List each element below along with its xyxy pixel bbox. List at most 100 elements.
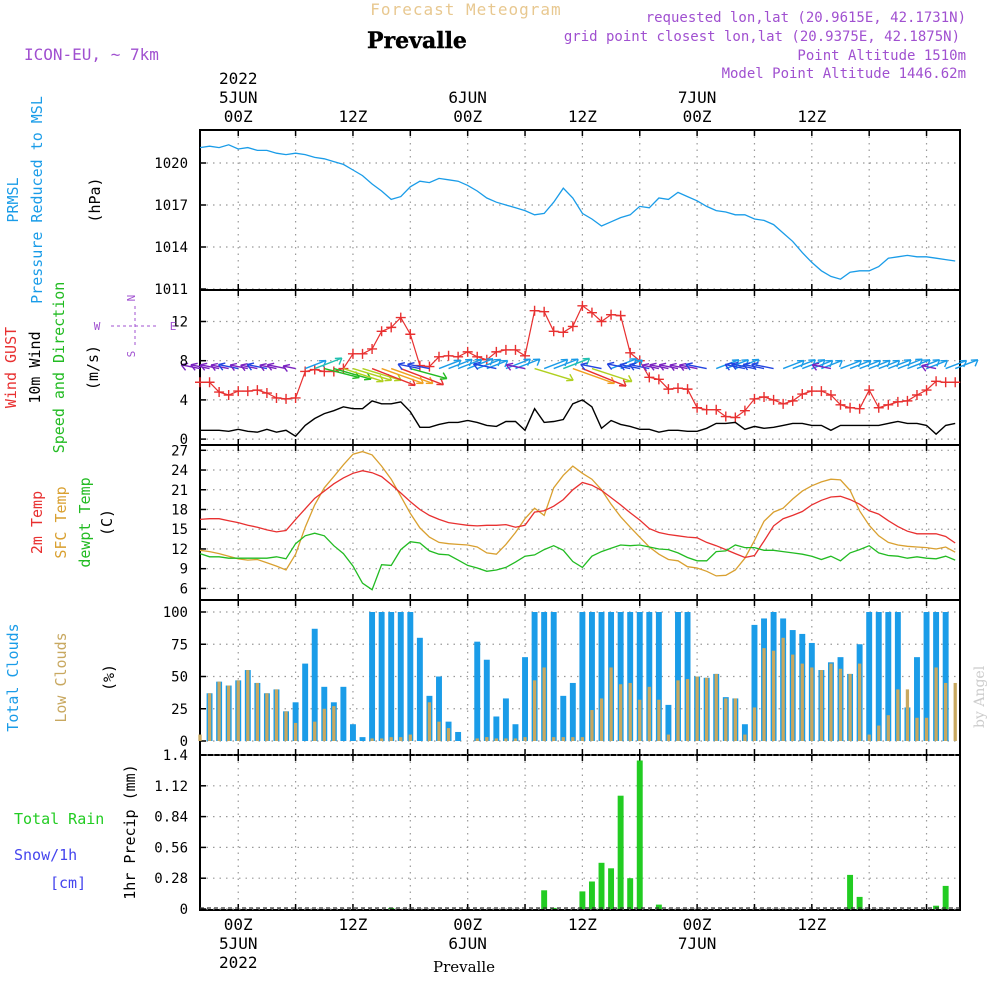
wind-dir-arrowhead	[742, 362, 751, 371]
wind-dir-arrowhead	[751, 361, 759, 371]
total-cloud-bar	[502, 698, 509, 741]
gust-marker	[892, 396, 903, 407]
total-cloud-bar	[569, 682, 576, 741]
y-tick-label: 12	[171, 315, 188, 331]
panel-frame-temp	[199, 444, 961, 601]
wind-dir-arrowhead	[334, 357, 343, 365]
wind-dir-arrowhead	[629, 362, 637, 371]
total-cloud-bar	[522, 657, 528, 741]
total-cloud-bar	[942, 612, 949, 741]
total-cloud-bar	[512, 724, 519, 741]
wind-dir-arrowhead	[493, 358, 502, 367]
low-cloud-bar	[752, 707, 757, 741]
low-cloud-bar	[207, 693, 212, 741]
low-cloud-bar	[322, 708, 326, 741]
low-cloud-bar	[781, 637, 785, 741]
wind-dir-arrow	[543, 358, 568, 370]
wind-dir-arrowhead	[229, 362, 238, 371]
y-tick-label: 27	[171, 443, 188, 459]
wind-dir-arrow	[476, 358, 501, 370]
y-tick-label: 1014	[154, 240, 188, 256]
top-time-label: 12Z	[568, 107, 597, 126]
panel-label: (m/s)	[84, 345, 102, 390]
gust-marker	[596, 316, 607, 327]
top-time-label: 00Z	[224, 107, 253, 126]
gust-marker	[376, 326, 387, 337]
wind-dir-arrowhead	[199, 362, 208, 371]
low-cloud-bar	[370, 738, 374, 741]
low-cloud-bar	[293, 722, 298, 741]
y-tick-label: 0	[180, 734, 188, 750]
rain-bar	[617, 795, 624, 909]
total-cloud-bar	[407, 612, 414, 741]
y-tick-label: 18	[171, 502, 188, 518]
low-cloud-bar	[236, 680, 240, 741]
gust-marker	[768, 394, 779, 405]
total-cloud-bar	[894, 612, 901, 741]
total-cloud-bar	[483, 659, 490, 741]
gust-marker	[720, 411, 731, 422]
low-cloud-bar	[274, 689, 279, 741]
bottom-time-label: 2022	[219, 953, 258, 972]
gust-marker	[491, 346, 502, 357]
wind-dir-arrow	[907, 359, 931, 370]
wind-dir-arrowhead	[817, 359, 826, 367]
gust-marker	[319, 366, 330, 377]
wind-dir-arrowhead	[453, 359, 462, 367]
bottom-time-label: 12Z	[339, 915, 368, 934]
wind-dir-arrow	[782, 359, 805, 370]
total-cloud-bar	[302, 663, 309, 741]
panel-label: Pressure Reduced to MSL	[28, 96, 46, 304]
total-cloud-bar	[531, 612, 538, 741]
low-cloud-bar	[905, 689, 910, 741]
wind-dir-arrowhead	[863, 359, 872, 368]
total-cloud-bar	[416, 637, 423, 741]
wind-speed-line	[200, 399, 956, 438]
y-tick-label: 6	[180, 581, 188, 597]
wind-dir-arrow	[457, 358, 482, 370]
low-cloud-bar	[485, 737, 489, 741]
low-cloud-bar	[944, 682, 948, 741]
wind-dir-arrowhead	[685, 362, 693, 371]
wind-dir-arrowhead	[624, 374, 633, 383]
precip-legend-label: [cm]	[50, 874, 86, 892]
wind-dir-arrowhead	[500, 359, 509, 368]
compass-e-label: E	[170, 320, 177, 333]
total-cloud-bar	[378, 612, 385, 741]
wind-dir-arrowhead	[658, 362, 667, 371]
gust-marker	[586, 307, 597, 318]
y-tick-label: 100	[163, 605, 188, 621]
wind-dir-arrowhead	[407, 361, 415, 371]
wind-dir-arrow	[619, 363, 640, 370]
wind-dir-arrowhead	[582, 357, 591, 366]
total-cloud-bar	[397, 612, 404, 741]
total-cloud-bar	[636, 612, 643, 741]
wind-dir-arrowhead	[619, 362, 628, 371]
gust-marker	[395, 312, 406, 323]
rain-bar	[608, 868, 615, 909]
panel-label: (%)	[100, 664, 118, 691]
low-cloud-bar	[609, 667, 613, 741]
panel-label: Speed and Direction	[50, 282, 68, 454]
wind-dir-arrow	[314, 357, 343, 370]
low-cloud-bar	[647, 686, 651, 741]
total-cloud-bar	[741, 724, 748, 741]
gust-marker	[443, 350, 454, 361]
wind-dir-arrow	[897, 358, 923, 370]
rain-bar	[541, 890, 548, 909]
wind-dir-arrow	[954, 359, 979, 370]
wind-dir-arrow	[267, 364, 287, 370]
model-label: ICON-EU, ~ 7km	[24, 45, 159, 64]
wind-dir-arrowhead	[580, 362, 588, 371]
wind-dir-arrow	[333, 367, 372, 380]
panel-label: (C)	[98, 509, 116, 536]
total-cloud-bar	[885, 612, 892, 741]
gust-marker	[309, 364, 320, 375]
wind-dir-arrowhead	[731, 361, 739, 370]
wind-dir-arrowhead	[892, 359, 901, 368]
low-cloud-bar	[714, 673, 718, 741]
gust-marker	[873, 402, 884, 413]
total-cloud-bar	[550, 612, 557, 741]
total-cloud-bar	[369, 612, 376, 741]
panel-label: Wind GUST	[2, 327, 20, 408]
